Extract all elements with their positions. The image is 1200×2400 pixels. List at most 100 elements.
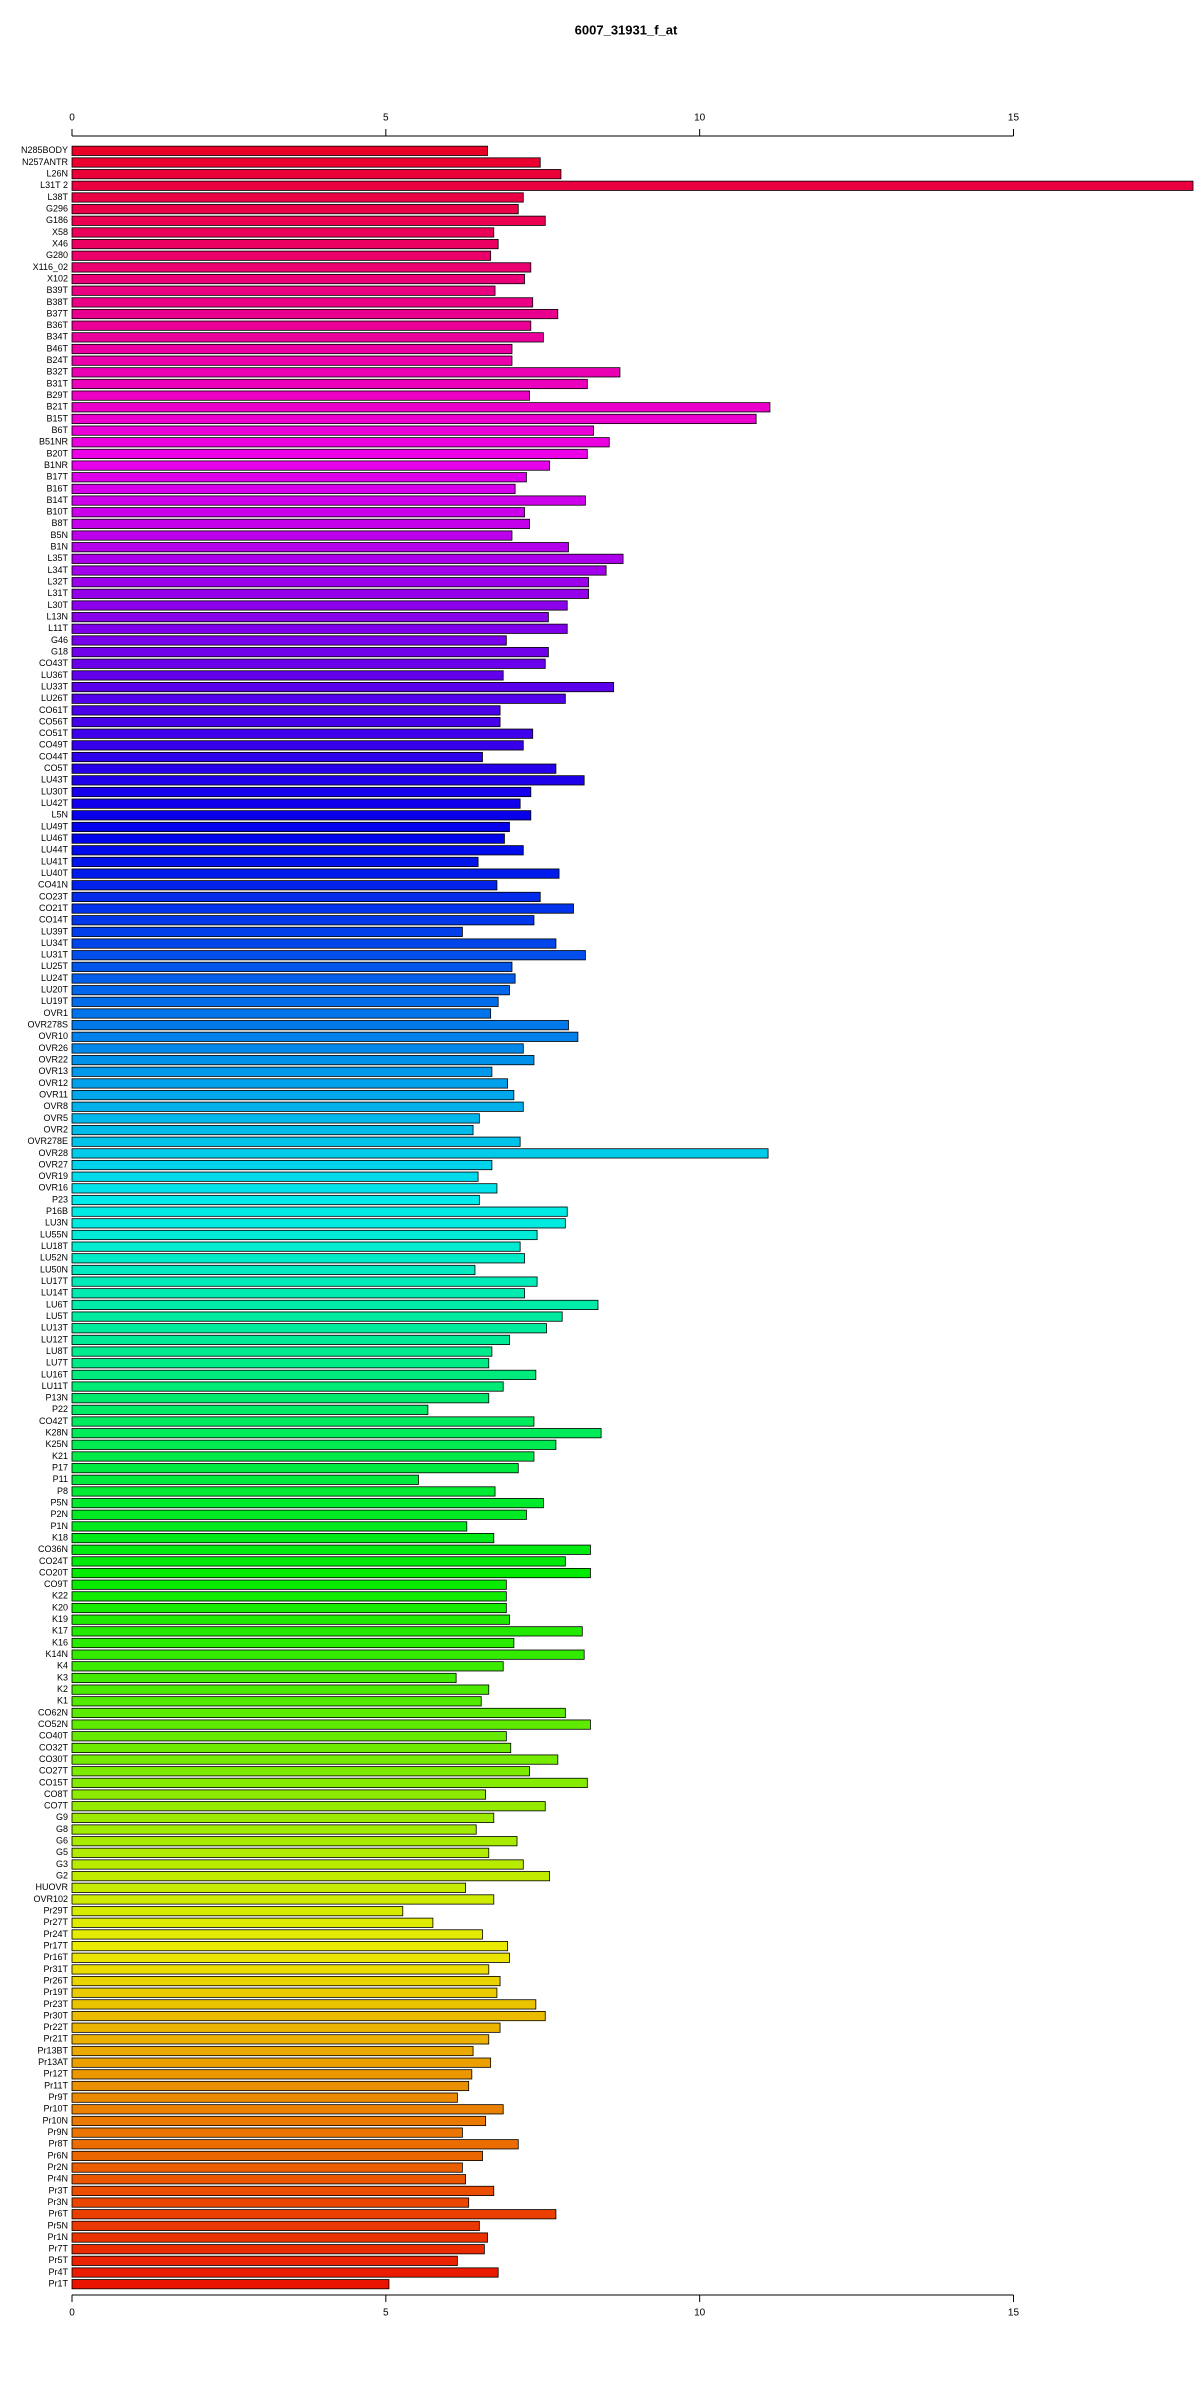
y-tick-label: LU42T bbox=[41, 798, 69, 808]
bar bbox=[71, 635, 507, 646]
bar bbox=[71, 204, 519, 215]
y-tick-label: OVR13 bbox=[38, 1066, 68, 1076]
bar bbox=[71, 1719, 591, 1730]
bar bbox=[71, 1533, 495, 1544]
y-tick-label: Pr10N bbox=[42, 2115, 68, 2125]
bar bbox=[71, 2209, 557, 2220]
y-tick-label: CO52N bbox=[38, 1719, 68, 1729]
bar bbox=[71, 1754, 559, 1765]
y-tick-label: B21T bbox=[46, 402, 68, 412]
bar bbox=[71, 728, 534, 739]
y-tick-label: L35T bbox=[47, 553, 68, 563]
y-tick-label: LU50N bbox=[40, 1264, 68, 1274]
y-tick-label: LU41T bbox=[41, 856, 69, 866]
y-tick-label: LU44T bbox=[41, 845, 69, 855]
y-tick-label: K4 bbox=[57, 1661, 68, 1671]
y-tick-label: LU26T bbox=[41, 693, 69, 703]
bar bbox=[71, 1894, 495, 1905]
bar bbox=[71, 868, 560, 879]
bar bbox=[71, 239, 499, 250]
bar bbox=[71, 658, 546, 669]
bar bbox=[71, 786, 532, 798]
y-tick-label: B51NR bbox=[39, 437, 69, 447]
bar bbox=[71, 891, 541, 902]
bar bbox=[71, 1276, 538, 1287]
y-tick-label: LU13T bbox=[41, 1323, 69, 1333]
bar bbox=[71, 588, 589, 599]
bar bbox=[71, 623, 568, 634]
y-tick-label: K3 bbox=[57, 1672, 68, 1682]
bar bbox=[71, 1976, 501, 1987]
y-tick-label: Pr4T bbox=[48, 2267, 68, 2277]
y-tick-label: P8 bbox=[57, 1486, 68, 1496]
bar bbox=[71, 938, 557, 949]
y-tick-label: G296 bbox=[46, 203, 68, 213]
x-tick-label: 5 bbox=[383, 113, 389, 124]
y-tick-label: OVR12 bbox=[38, 1078, 68, 1088]
bar bbox=[71, 1567, 591, 1579]
bar bbox=[71, 553, 624, 564]
bar bbox=[71, 483, 516, 494]
y-tick-label: HUOVR bbox=[35, 1882, 68, 1892]
y-tick-label: Pr6N bbox=[47, 2150, 68, 2160]
bar bbox=[71, 378, 588, 390]
bar bbox=[71, 903, 574, 914]
bar bbox=[71, 1113, 480, 1124]
y-tick-label: B31T bbox=[46, 378, 68, 388]
bar bbox=[71, 2069, 473, 2080]
bar bbox=[71, 2255, 458, 2266]
bar bbox=[71, 1078, 508, 1089]
y-tick-label: Pr9T bbox=[48, 2092, 68, 2102]
y-tick-label: CO49T bbox=[39, 740, 69, 750]
y-tick-label: Pr7T bbox=[48, 2244, 68, 2254]
bar bbox=[71, 926, 463, 937]
x-tick-label: 10 bbox=[694, 113, 706, 124]
y-tick-label: P13N bbox=[45, 1393, 68, 1403]
y-tick-label: X46 bbox=[52, 238, 68, 248]
bar bbox=[71, 612, 549, 623]
bar bbox=[71, 2127, 463, 2138]
bar bbox=[71, 1346, 493, 1357]
y-tick-label: LU24T bbox=[41, 973, 69, 983]
y-tick-label: B16T bbox=[46, 483, 68, 493]
bar bbox=[71, 507, 525, 518]
y-tick-label: LU33T bbox=[41, 681, 69, 691]
y-tick-label: Pr27T bbox=[43, 1917, 68, 1927]
y-tick-label: L26N bbox=[46, 169, 68, 179]
bar bbox=[71, 308, 559, 320]
bar bbox=[71, 1929, 483, 1940]
y-tick-label: Pr9N bbox=[47, 2127, 68, 2137]
bar bbox=[71, 1789, 487, 1800]
y-tick-label: Pr21T bbox=[43, 2034, 68, 2044]
y-tick-label: CO15T bbox=[39, 1777, 69, 1787]
y-tick-label: P17 bbox=[52, 1463, 68, 1473]
y-tick-label: L31T 2 bbox=[40, 180, 68, 190]
bar bbox=[71, 1253, 525, 1264]
y-tick-label: Pr29T bbox=[43, 1906, 68, 1916]
bar bbox=[71, 833, 505, 844]
bar bbox=[71, 1964, 490, 1975]
bar bbox=[71, 2279, 390, 2290]
y-tick-label: Pr23T bbox=[43, 1999, 68, 2009]
bar bbox=[71, 262, 532, 273]
y-tick-label: B24T bbox=[46, 355, 68, 365]
y-tick-label: Pr11T bbox=[44, 2080, 68, 2090]
bar bbox=[71, 1999, 537, 2010]
bar bbox=[71, 1323, 547, 1334]
bar bbox=[71, 1882, 466, 1893]
y-tick-label: CO21T bbox=[39, 903, 69, 913]
y-tick-label: CO44T bbox=[39, 751, 69, 761]
y-tick-label: LU39T bbox=[41, 926, 69, 936]
x-tick-label: 5 bbox=[383, 2308, 389, 2319]
bar bbox=[71, 1801, 546, 1812]
bar bbox=[71, 1824, 477, 1835]
y-tick-label: B1N bbox=[50, 542, 68, 552]
bar bbox=[71, 1987, 498, 1998]
bar bbox=[71, 973, 516, 984]
y-tick-label: CO30T bbox=[39, 1754, 69, 1764]
bar bbox=[71, 2150, 483, 2162]
bar bbox=[71, 320, 532, 331]
y-tick-label: L34T bbox=[47, 565, 68, 575]
y-tick-label: CO9T bbox=[44, 1579, 69, 1589]
